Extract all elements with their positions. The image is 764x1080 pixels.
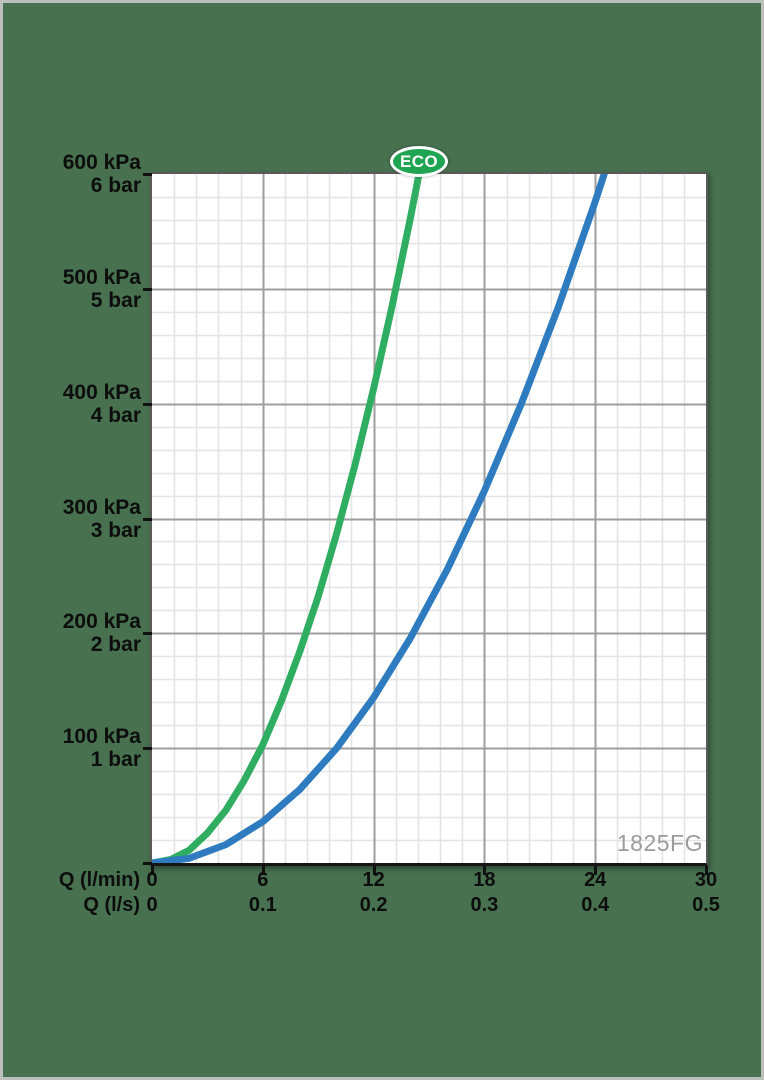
y-axis-tick	[143, 632, 152, 636]
y-axis-tick	[143, 402, 152, 406]
x-tick-label-ls: 0.5	[692, 894, 720, 916]
x-axis-tick	[483, 866, 487, 875]
x-tick-label-ls: 0.3	[470, 894, 499, 916]
standard-flow-curve	[152, 174, 608, 863]
y-axis-tick	[143, 747, 152, 751]
x-tick-label-lmin: 24	[584, 869, 607, 891]
y-tick-label: 200 kPa 2 bar	[3, 610, 141, 656]
x-tick-label-ls: 0.1	[248, 894, 277, 916]
y-tick-label-kpa: 400 kPa	[62, 380, 141, 404]
y-tick-label-kpa: 500 kPa	[62, 265, 141, 289]
eco-badge: ECO	[390, 146, 449, 177]
eco-flow-curve	[152, 174, 423, 863]
flow-pressure-chart	[152, 174, 706, 863]
x-axis-tick	[372, 866, 376, 875]
x-tick-label-lmin: 0	[146, 869, 158, 891]
y-tick-label-bar: 2 bar	[90, 633, 141, 657]
x-tick-label-lmin: 6	[257, 869, 269, 891]
y-tick-label-kpa: 300 kPa	[62, 495, 141, 519]
plot-area	[150, 172, 708, 866]
y-tick-label-bar: 6 bar	[90, 174, 141, 197]
x-tick-label-ls: 0.2	[359, 894, 388, 916]
x-axis-tick	[261, 866, 265, 875]
y-tick-label-kpa: 600 kPa	[62, 151, 141, 174]
x-axis-title-lmin: Q (l/min)	[58, 869, 140, 891]
y-tick-label-kpa: 100 kPa	[62, 725, 141, 749]
y-tick-label: 600 kPa 6 bar	[3, 151, 141, 197]
y-tick-label: 300 kPa 3 bar	[3, 496, 141, 542]
x-axis-tick	[151, 866, 154, 875]
y-tick-label-bar: 4 bar	[90, 403, 141, 427]
x-axis-tick	[594, 866, 598, 875]
x-tick-label-ls: 0.4	[581, 894, 610, 916]
y-tick-label-bar: 3 bar	[90, 518, 141, 542]
y-tick-label-kpa: 200 kPa	[62, 610, 141, 634]
x-axis-title-ls: Q (l/s)	[83, 894, 140, 916]
x-tick-label-ls: 0	[146, 894, 158, 916]
x-tick-label-lmin: 12	[362, 869, 385, 891]
y-tick-label: 500 kPa 5 bar	[3, 266, 141, 312]
y-tick-label-bar: 1 bar	[90, 748, 141, 772]
y-tick-label-bar: 5 bar	[90, 288, 141, 312]
x-tick-label-lmin: 30	[694, 869, 718, 891]
y-tick-label: 400 kPa 4 bar	[3, 381, 141, 427]
y-axis-tick	[143, 287, 152, 291]
y-axis-tick	[143, 173, 152, 176]
y-axis-tick	[143, 517, 152, 521]
x-tick-label-lmin: 18	[473, 869, 496, 891]
y-tick-label: 100 kPa 1 bar	[3, 725, 141, 771]
model-code-label: 1825FG	[616, 830, 703, 856]
x-axis-tick	[705, 866, 708, 875]
y-axis-tick	[143, 862, 152, 865]
